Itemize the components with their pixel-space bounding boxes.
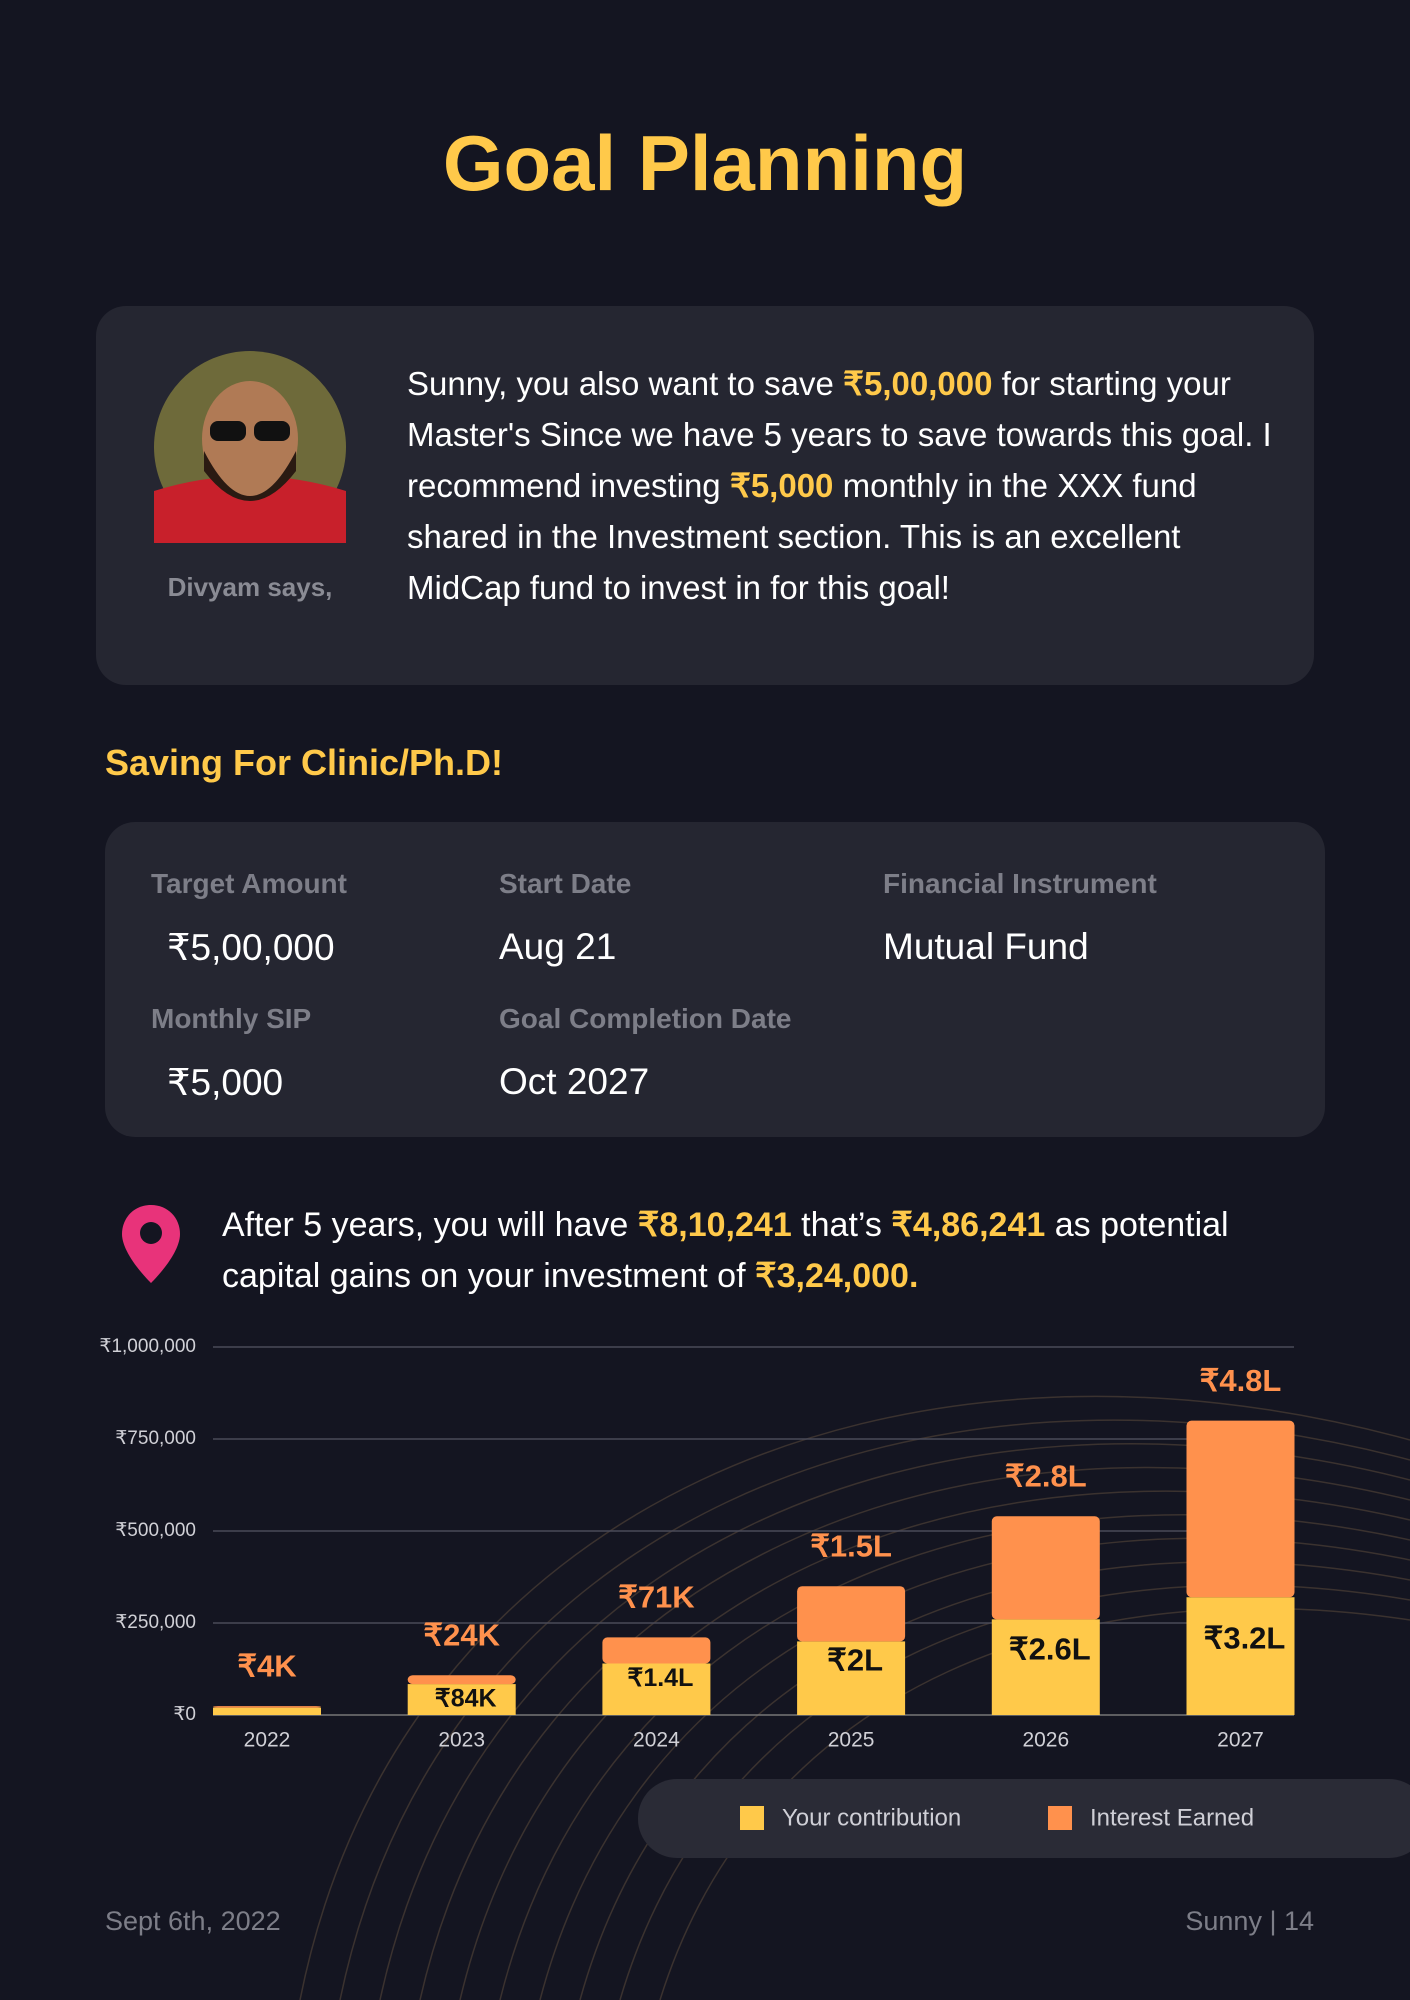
- y-tick-label: ₹0: [173, 1704, 196, 1725]
- bar-segment: [213, 1706, 321, 1708]
- y-tick-label: ₹500,000: [115, 1520, 196, 1541]
- data-label: ₹4K: [237, 1648, 297, 1683]
- page-title: Goal Planning: [442, 119, 968, 207]
- field-label: Target Amount: [151, 868, 347, 899]
- x-tick-label: 2022: [244, 1729, 291, 1752]
- text-segment: After 5 years, you will have: [222, 1206, 638, 1244]
- text-segment: as potential capital gains on your inves…: [222, 1206, 1229, 1295]
- highlight-amount: ₹4,86,241: [891, 1206, 1046, 1244]
- data-label: ₹2L: [827, 1642, 883, 1677]
- data-label: ₹2.8L: [1005, 1458, 1087, 1493]
- advisor-name: Divyam says,: [167, 572, 333, 602]
- data-label: ₹4.8L: [1200, 1363, 1282, 1398]
- data-label: ₹3.2L: [1204, 1620, 1286, 1655]
- footer-date: Sept 6th, 2022: [105, 1906, 281, 1936]
- x-tick-label: 2025: [828, 1729, 875, 1752]
- field-label: Financial Instrument: [883, 868, 1157, 899]
- advisor-message: Sunny, you also want to save ₹5,00,000 f…: [407, 358, 1287, 613]
- data-label: ₹1.5L: [810, 1528, 892, 1563]
- data-label: ₹84K: [435, 1685, 497, 1713]
- summary-text: After 5 years, you will have ₹8,10,241 t…: [222, 1200, 1302, 1302]
- text-segment: that’s: [791, 1206, 892, 1244]
- data-label: ₹24K: [423, 1617, 500, 1652]
- bar-segment: [797, 1641, 906, 1715]
- section-title: Saving For Clinic/Ph.D!: [105, 742, 504, 783]
- bar-segment: [213, 1707, 321, 1715]
- bar-segment: [1186, 1597, 1295, 1715]
- y-tick-label: ₹250,000: [115, 1612, 196, 1633]
- field-value: ₹5,00,000: [167, 927, 335, 968]
- bar-segment: [991, 1619, 1100, 1715]
- advisor-avatar: [154, 351, 346, 543]
- field-label: Monthly SIP: [151, 1003, 312, 1034]
- legend-label: Your contribution: [782, 1804, 961, 1831]
- highlight-amount: ₹3,24,000.: [754, 1257, 919, 1295]
- bar-segment: [407, 1675, 516, 1685]
- field-label: Goal Completion Date: [499, 1003, 792, 1034]
- field-label: Start Date: [499, 868, 632, 899]
- text-segment: monthly in the XXX fund shared in the In…: [407, 467, 1197, 606]
- goal-details-card: Target Amount ₹5,00,000 Start Date Aug 21 Fi…: [105, 822, 1325, 1137]
- text-segment: for starting your Master's Since we have…: [407, 365, 1272, 504]
- highlight-amount: ₹5,000: [729, 467, 834, 504]
- legend-label: Interest Earned: [1090, 1804, 1254, 1831]
- x-tick-label: 2026: [1022, 1729, 1069, 1752]
- text-segment: Sunny, you also want to save: [407, 365, 843, 402]
- legend-swatch: [740, 1806, 764, 1830]
- bar-segment: [991, 1516, 1100, 1620]
- field-value: Aug 21: [499, 926, 617, 967]
- footer-page: Sunny | 14: [1185, 1906, 1314, 1936]
- location-pin-icon: [122, 1205, 180, 1283]
- y-tick-label: ₹750,000: [115, 1428, 196, 1449]
- x-tick-label: 2024: [633, 1729, 680, 1752]
- bar-segment: [602, 1663, 711, 1715]
- bar-segment: [797, 1586, 906, 1642]
- highlight-amount: ₹8,10,241: [637, 1206, 792, 1244]
- x-tick-label: 2023: [438, 1729, 485, 1752]
- chart: ₹0 ₹250,000 ₹500,000 ₹750,000 ₹1,000,000 2022…: [99, 1336, 1410, 1858]
- legend-background: [638, 1779, 1410, 1858]
- field-value: Mutual Fund: [883, 926, 1089, 967]
- highlight-amount: ₹5,00,000: [842, 365, 993, 402]
- data-label: ₹1.4L: [627, 1664, 693, 1692]
- bar-segment: [407, 1684, 516, 1715]
- bar-segment: [1186, 1420, 1295, 1598]
- field-value: Oct 2027: [499, 1061, 650, 1102]
- data-label: ₹71K: [618, 1580, 695, 1615]
- y-tick-label: ₹1,000,000: [99, 1336, 196, 1357]
- data-label: ₹2.6L: [1009, 1631, 1091, 1666]
- field-value: ₹5,000: [167, 1062, 284, 1103]
- bar-segment: [602, 1637, 711, 1664]
- legend-swatch: [1048, 1806, 1072, 1830]
- x-tick-label: 2027: [1217, 1729, 1264, 1752]
